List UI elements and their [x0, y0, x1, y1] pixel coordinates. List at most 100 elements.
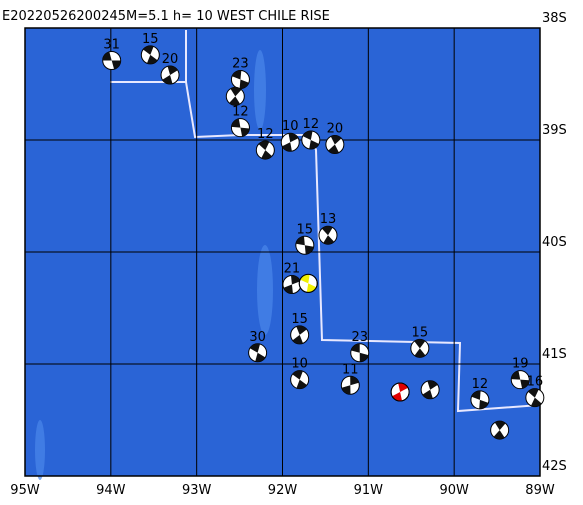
x-tick-label: 93W	[182, 483, 212, 498]
seafloor-feature	[35, 420, 45, 480]
focal-mechanism	[230, 70, 250, 90]
depth-label: 31	[103, 37, 120, 52]
compressional-quadrant	[350, 376, 359, 386]
focal-mechanism	[390, 382, 410, 402]
map-frame	[24, 27, 541, 477]
depth-label: 13	[320, 212, 337, 227]
y-tick-label: 42S	[542, 459, 567, 474]
compressional-quadrant	[282, 142, 292, 152]
focal-mechanism	[325, 134, 345, 154]
compressional-quadrant	[283, 284, 293, 294]
compressional-quadrant	[162, 75, 173, 85]
focal-mechanism	[318, 225, 338, 245]
seafloor-feature	[257, 245, 273, 335]
compressional-quadrant	[296, 325, 307, 335]
seafloor-feature	[254, 50, 266, 130]
compressional-quadrant	[239, 79, 249, 89]
focal-mechanism	[340, 375, 360, 395]
depth-label: 12	[303, 117, 320, 132]
map-title: E20220526200245M=5.1 h= 10 WEST CHILE RI…	[2, 9, 330, 24]
x-tick-label: 91W	[354, 483, 384, 498]
focal-mechanism	[255, 140, 275, 160]
depth-label: 15	[291, 312, 308, 327]
depth-label: 12	[232, 105, 249, 120]
compressional-quadrant	[288, 133, 299, 143]
depth-label: 23	[351, 330, 368, 345]
compressional-quadrant	[167, 66, 178, 76]
focal-mechanism	[410, 338, 430, 358]
depth-label: 15	[142, 32, 159, 47]
x-tick-label: 90W	[439, 483, 469, 498]
compressional-quadrant	[143, 45, 154, 55]
depth-label: 12	[257, 127, 274, 142]
x-tick-label: 94W	[96, 483, 126, 498]
focal-mechanism	[290, 370, 310, 390]
highlight-ring	[390, 382, 410, 402]
compressional-quadrant	[531, 397, 542, 407]
focal-mechanism	[225, 86, 245, 106]
compressional-quadrant	[328, 144, 339, 154]
focal-mechanism	[102, 50, 122, 70]
compressional-quadrant	[493, 430, 505, 440]
focal-mechanism	[282, 274, 302, 294]
depth-label: 23	[232, 57, 249, 72]
focal-mechanism	[470, 390, 490, 410]
focal-mechanism	[510, 370, 530, 390]
compressional-quadrant	[258, 141, 270, 151]
focal-mechanism	[230, 118, 250, 138]
depth-label: 15	[297, 222, 314, 237]
y-tick-label: 38S	[542, 11, 567, 26]
compressional-quadrant	[414, 339, 426, 349]
focal-mechanism	[160, 65, 180, 85]
compressional-quadrant	[232, 70, 242, 80]
focal-mechanism	[298, 273, 318, 293]
compressional-quadrant	[240, 127, 250, 137]
focal-mechanism	[280, 132, 300, 152]
compressional-quadrant	[494, 421, 506, 431]
depth-label: 12	[472, 377, 489, 392]
compressional-quadrant	[302, 131, 313, 140]
compressional-quadrant	[296, 236, 305, 246]
depth-label: 20	[162, 52, 179, 67]
depth-label: 10	[282, 119, 299, 134]
focal-mechanism	[420, 380, 440, 400]
compressional-quadrant	[321, 226, 333, 236]
focal-mechanism	[295, 235, 315, 255]
compressional-quadrant	[414, 348, 426, 358]
compressional-quadrant	[231, 118, 241, 128]
compressional-quadrant	[304, 245, 314, 255]
compressional-quadrant	[422, 389, 433, 399]
depth-label: 19	[512, 357, 529, 372]
compressional-quadrant	[520, 379, 530, 389]
compressional-quadrant	[351, 343, 360, 353]
depth-label: 20	[327, 121, 344, 136]
x-tick-label: 92W	[268, 483, 298, 498]
compressional-quadrant	[427, 380, 438, 390]
focal-mechanism	[301, 130, 321, 150]
compressional-quadrant	[309, 140, 319, 149]
compressional-quadrant	[292, 370, 303, 380]
focal-mechanism	[525, 388, 545, 408]
depth-label: 11	[342, 362, 359, 377]
compressional-quadrant	[111, 60, 121, 70]
x-tick-label: 89W	[525, 483, 555, 498]
compressional-quadrant	[296, 379, 307, 389]
compressional-quadrant	[229, 96, 241, 106]
compressional-quadrant	[471, 390, 481, 400]
compressional-quadrant	[528, 388, 539, 398]
y-tick-label: 41S	[542, 347, 567, 362]
compressional-quadrant	[102, 51, 112, 61]
focal-mechanism	[248, 343, 268, 363]
depth-label: 16	[527, 375, 544, 390]
compressional-quadrant	[230, 87, 242, 97]
x-tick-label: 95W	[10, 483, 40, 498]
compressional-quadrant	[511, 370, 521, 380]
focal-mechanism	[140, 45, 160, 65]
depth-label: 30	[249, 330, 266, 345]
y-tick-label: 40S	[542, 235, 567, 250]
compressional-quadrant	[249, 343, 260, 353]
compressional-quadrant	[291, 275, 301, 285]
highlight-ring	[298, 273, 318, 293]
compressional-quadrant	[330, 135, 342, 145]
